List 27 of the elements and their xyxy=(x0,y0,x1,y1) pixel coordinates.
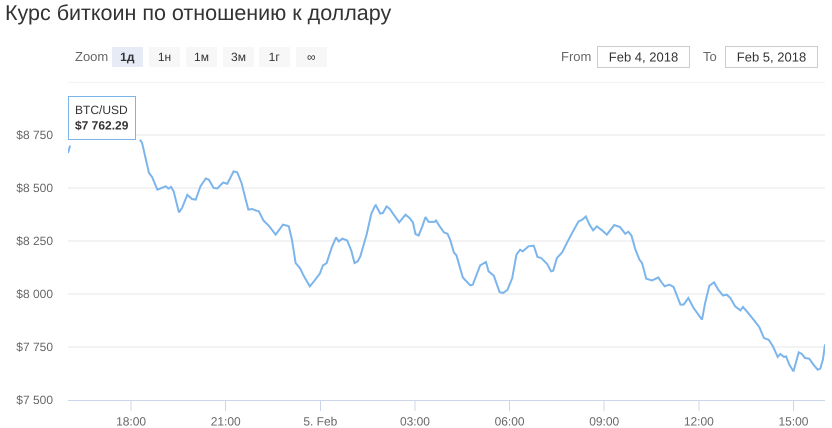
text: 3м xyxy=(231,50,246,64)
y-tick-label: $7 500 xyxy=(16,393,54,408)
x-tick-label: 18:00 xyxy=(116,414,146,428)
text: Zoom xyxy=(75,49,108,64)
text: 1д xyxy=(120,50,135,64)
text: 1н xyxy=(158,50,172,64)
text: 1м xyxy=(194,50,209,64)
x-tick-label: 06:00 xyxy=(494,414,525,428)
x-tick-label: 21:00 xyxy=(210,414,242,428)
annotation: BTC/USD $7 762.29 xyxy=(75,103,129,133)
text: From xyxy=(561,49,592,64)
text: Feb 5, 2018 xyxy=(736,50,806,64)
chart-title: Курс биткоин по отношению к доллару xyxy=(5,1,392,26)
x-tick-label: 09:00 xyxy=(589,414,620,428)
x-tick-label: 12:00 xyxy=(684,414,714,428)
x-tick-label: 5. Feb xyxy=(303,414,338,428)
y-tick-label: $7 750 xyxy=(16,340,54,354)
y-tick-label: $8 250 xyxy=(16,234,54,248)
x-tick-label: 03:00 xyxy=(400,414,430,428)
y-tick-label: $8 750 xyxy=(16,128,54,142)
x-tick-label: 15:00 xyxy=(778,414,809,428)
text: ∞ xyxy=(307,50,316,64)
text: 1г xyxy=(268,50,280,64)
y-tick-label: $8 000 xyxy=(16,287,54,302)
y-tick-label: $8 500 xyxy=(16,181,54,196)
text: Feb 4, 2018 xyxy=(608,50,678,64)
text: To xyxy=(703,49,717,64)
